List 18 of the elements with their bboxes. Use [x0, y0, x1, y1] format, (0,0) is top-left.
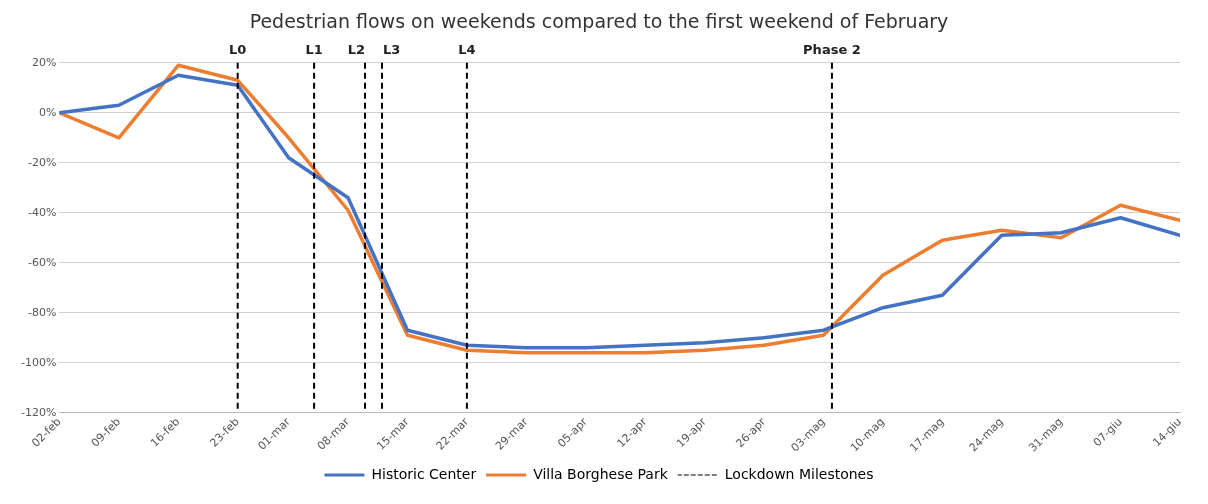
y-tick-label: -60% [28, 255, 57, 269]
y-tick-label: 0% [38, 105, 57, 119]
ref-line-label: L3 [383, 41, 401, 57]
ref-line-label: Phase 2 [803, 41, 861, 57]
legend-label: Historic Center [371, 465, 477, 482]
y-tick-label: -20% [28, 155, 57, 169]
y-tick-label: -80% [28, 305, 57, 319]
ref-line-label: L0 [229, 41, 247, 57]
y-tick-label: -120% [21, 405, 57, 419]
y-tick-label: -100% [21, 355, 57, 369]
ref-line-label: L2 [347, 41, 366, 57]
text: Lockdown Milestones [724, 465, 874, 482]
y-tick-label: -40% [28, 205, 57, 219]
legend-label: Villa Borghese Park [533, 465, 669, 482]
y-tick-label: 20% [31, 55, 57, 69]
chart-title: Pedestrian flows on weekends compared to the first weekend of February [249, 10, 949, 33]
ref-line-label: L4 [458, 41, 476, 57]
ref-line-label: L1 [305, 41, 323, 57]
